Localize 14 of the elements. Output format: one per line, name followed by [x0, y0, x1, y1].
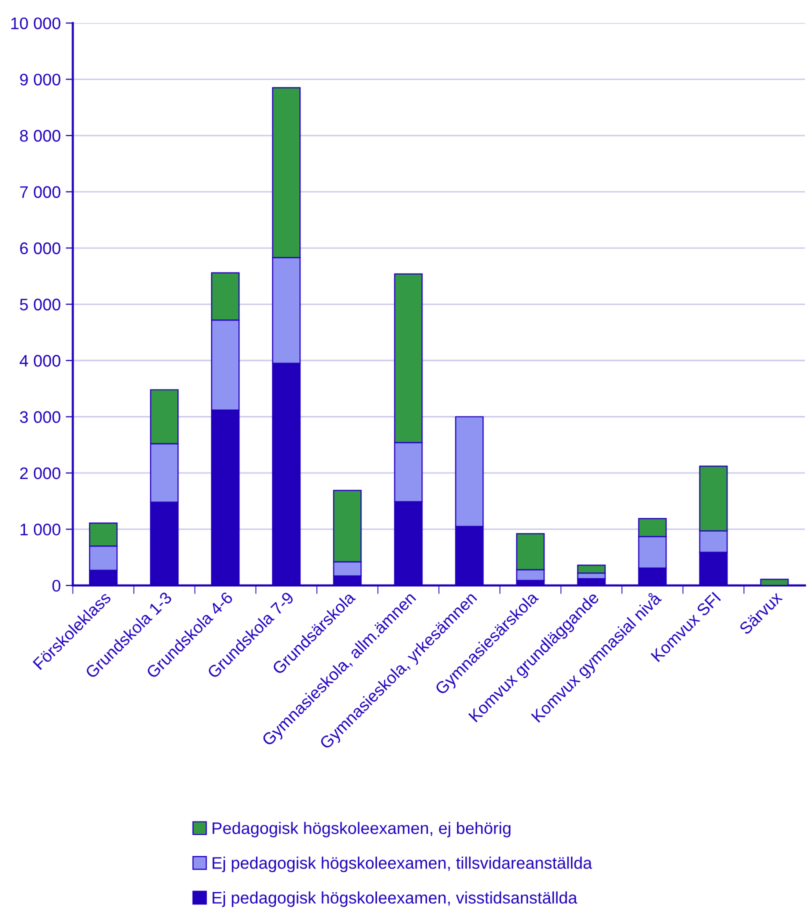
y-tick-label: 9 000 — [20, 74, 60, 86]
legend-label: Ej pedagogisk högskoleexamen, visstidsanställda — [212, 891, 578, 907]
y-tick-label: 4 000 — [20, 354, 60, 367]
y-tick-label: 5 000 — [20, 298, 60, 310]
y-tick-label: 7 000 — [20, 186, 60, 198]
y-tick-label: 0 — [52, 580, 60, 592]
y-tick-label: 6 000 — [20, 242, 60, 254]
y-tick-label: 3 000 — [20, 411, 60, 423]
y-tick-label: 2 000 — [20, 467, 60, 480]
y-tick-label: 8 000 — [20, 130, 60, 142]
y-tick-label: 1 000 — [20, 524, 60, 536]
y-tick-label: 10 000 — [11, 17, 60, 30]
legend-label: Pedagogisk högskoleexamen, ej behörig — [212, 822, 510, 838]
legend-label: Ej pedagogisk högskoleexamen, tillsvidareanställda — [212, 856, 592, 872]
